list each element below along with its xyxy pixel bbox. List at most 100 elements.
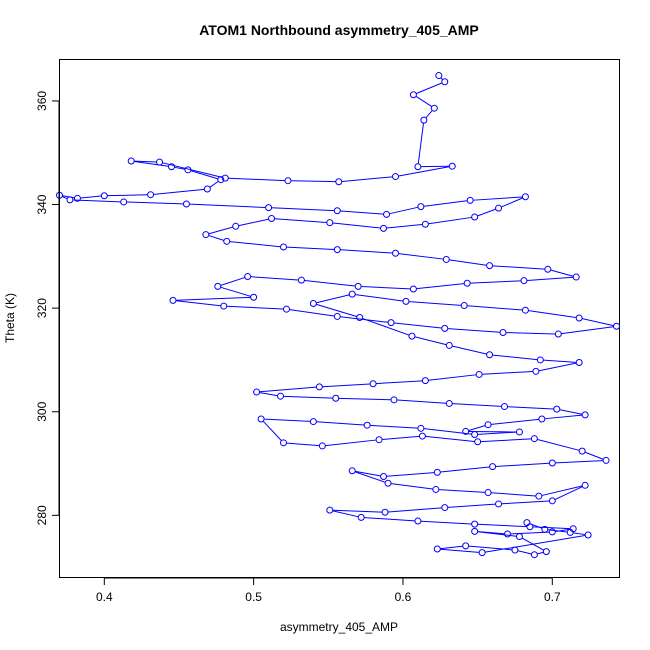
y-tick-label: 320	[35, 298, 49, 318]
data-point	[182, 200, 190, 208]
series-segment	[153, 188, 205, 195]
data-point	[417, 203, 425, 211]
series-segment	[355, 471, 386, 483]
data-point	[120, 198, 128, 206]
data-point	[554, 330, 562, 338]
data-point	[384, 479, 392, 487]
series-segment	[174, 166, 185, 170]
data-point	[257, 415, 265, 423]
series-segment	[238, 218, 269, 227]
data-point	[553, 405, 561, 413]
data-point	[460, 302, 468, 310]
data-point	[418, 432, 426, 440]
series-segment	[584, 451, 604, 460]
data-point	[478, 549, 486, 557]
data-point	[486, 262, 494, 270]
series-segment	[425, 110, 433, 119]
series-segment	[361, 286, 411, 290]
series-segment	[289, 309, 335, 317]
data-point	[381, 508, 389, 516]
series-segment	[291, 180, 336, 183]
series-segment	[485, 535, 586, 553]
data-point	[282, 305, 290, 313]
x-tick-label: 0.4	[96, 590, 113, 604]
data-point	[566, 528, 574, 536]
series-segment	[189, 203, 266, 209]
data-point	[536, 356, 544, 364]
data-point	[538, 415, 546, 423]
data-point	[445, 341, 453, 349]
series-segment	[340, 249, 393, 254]
data-point	[499, 328, 507, 336]
y-axis-label: Theta (K)	[3, 293, 17, 343]
series-segment	[394, 322, 442, 329]
data-point	[354, 282, 362, 290]
data-point	[474, 438, 482, 446]
series-segment	[492, 354, 538, 361]
series-segment	[332, 509, 382, 513]
series-segment	[73, 199, 121, 203]
series-segment	[428, 216, 472, 225]
series-segment	[176, 296, 251, 301]
series-segment	[220, 277, 245, 286]
data-point	[309, 418, 317, 426]
data-point	[578, 447, 586, 455]
series-segment	[264, 418, 311, 422]
data-point	[445, 399, 453, 407]
data-point	[369, 380, 377, 388]
series-segment	[467, 305, 523, 311]
series-segment	[452, 403, 502, 407]
series-segment	[304, 280, 356, 287]
series-segment	[376, 380, 423, 385]
series-segment	[438, 489, 485, 493]
data-point	[380, 472, 388, 480]
data-point	[203, 185, 211, 193]
series-segment	[229, 241, 281, 248]
data-point	[544, 265, 552, 273]
series-segment	[477, 523, 527, 528]
data-point	[333, 246, 341, 254]
series-segment	[382, 435, 420, 440]
data-point	[202, 231, 210, 239]
series-segment	[391, 483, 433, 490]
data-point	[572, 273, 580, 281]
data-point	[575, 314, 583, 322]
series-segment	[176, 300, 221, 307]
y-axis: 280 300 320 340 360	[35, 91, 60, 525]
data-point	[526, 523, 534, 531]
data-point	[156, 158, 164, 166]
data-point	[318, 442, 326, 450]
series-segment	[428, 374, 477, 381]
series-segment	[559, 409, 583, 415]
data-point	[390, 396, 398, 404]
data-point	[486, 351, 494, 359]
series-segment	[364, 517, 415, 522]
series-segment	[332, 510, 359, 518]
series-segment	[447, 503, 496, 508]
data-point	[387, 319, 395, 327]
y-tick-label: 300	[35, 401, 49, 421]
data-point	[244, 273, 252, 281]
series-segment	[582, 318, 614, 327]
series-segment	[134, 160, 169, 167]
series-segment	[286, 246, 335, 250]
data-point	[383, 210, 391, 218]
data-point	[495, 500, 503, 508]
data-point	[66, 196, 74, 204]
series-segment	[340, 210, 384, 215]
series-segment	[477, 431, 517, 435]
data-point	[214, 282, 222, 290]
data-point	[409, 285, 417, 293]
series-segment	[440, 545, 463, 550]
series-segment	[528, 310, 577, 319]
data-point	[471, 527, 479, 535]
data-point	[432, 485, 440, 493]
series-segment	[162, 162, 223, 178]
data-point	[530, 551, 538, 559]
data-point	[515, 533, 523, 541]
data-point	[268, 215, 276, 223]
data-point	[277, 392, 285, 400]
series-segment	[316, 294, 350, 304]
data-point	[420, 116, 428, 124]
